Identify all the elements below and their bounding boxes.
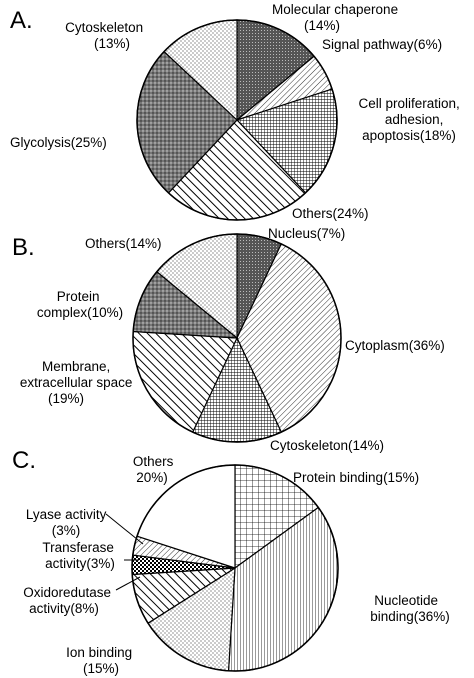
label-c-transferase-line2: activity(3%) (45, 556, 115, 571)
label-a-glycolysis: Glycolysis(25%) (10, 135, 107, 150)
pie-a-labels: Molecular chaperone (14%) Signal pathway… (10, 2, 463, 221)
label-b-protein-complex: Protein complex(10%) (37, 289, 123, 320)
label-a-others: Others(24%) (292, 206, 369, 221)
pie-b-labels: Nucleus(7%) Cytoplasm(36%) Cytoskeleton(… (20, 226, 445, 453)
label-c-lyase: Lyase activity (3%) (26, 507, 110, 538)
label-c-nucleotide-binding: Nucleotide binding(36%) (370, 593, 450, 624)
label-c-protein-binding: Protein binding(15%) (293, 470, 419, 485)
label-b-nucleus: Nucleus(7%) (268, 226, 345, 241)
label-c-oxido-line2: activity(8%) (29, 601, 99, 616)
label-a-molecular-chaperone: Molecular chaperone (14%) (272, 2, 402, 33)
panel-b-letter: B. (12, 234, 35, 261)
label-b-membrane-line2: extracellular space (20, 375, 133, 390)
label-c-oxidoredutase: Oxidoredutase activity(8%) (23, 585, 115, 616)
leader-line-lyase (105, 513, 144, 545)
label-b-membrane-line1: Membrane, (42, 359, 110, 374)
label-a-cytoskeleton-line2: (13%) (94, 36, 130, 51)
label-a-cell-line3: apoptosis(18%) (362, 128, 456, 143)
label-c-oxido-line1: Oxidoredutase (23, 585, 111, 600)
pie-c-labels: Others 20%) Protein binding(15%) Nucleot… (23, 454, 450, 676)
label-a-signal-pathway: Signal pathway(6%) (322, 37, 442, 52)
label-c-ion-line2: (15%) (83, 661, 119, 676)
label-b-protein-complex-line2: complex(10%) (37, 305, 123, 320)
pie-a-outline (136, 19, 338, 221)
label-b-membrane: Membrane, extracellular space (19%) (20, 359, 136, 406)
label-c-ion-line1: Ion binding (66, 645, 132, 660)
label-c-others-line1: Others (133, 454, 174, 469)
leader-line-oxido (115, 576, 141, 591)
label-a-cell-line1: Cell proliferation, (358, 96, 459, 111)
label-b-cytoskeleton: Cytoskeleton(14%) (270, 438, 384, 453)
label-b-protein-complex-line1: Protein (57, 289, 100, 304)
pie-c-outline (131, 464, 339, 672)
label-b-others: Others(14%) (85, 236, 162, 251)
label-b-membrane-line3: (19%) (48, 391, 84, 406)
label-a-molecular-chaperone-line1: Molecular chaperone (272, 2, 398, 17)
label-a-molecular-chaperone-line2: (14%) (304, 18, 340, 33)
label-c-nucleotide-line2: binding(36%) (370, 609, 450, 624)
label-c-ion-binding: Ion binding (15%) (66, 645, 136, 676)
label-a-cell-line2: adhesion, (385, 112, 444, 127)
label-c-nucleotide-line1: Nucleotide (374, 593, 438, 608)
panel-c-letter: C. (12, 447, 36, 474)
pie-chart-b (132, 233, 342, 443)
label-c-transferase: Transferase activity(3%) (42, 540, 117, 571)
label-a-cytoskeleton-line1: Cytoskeleton (65, 20, 143, 35)
label-c-others: Others 20%) (133, 454, 177, 485)
pie-chart-c (131, 464, 339, 672)
label-b-cytoplasm: Cytoplasm(36%) (345, 338, 445, 353)
label-c-others-line2: 20%) (136, 470, 168, 485)
pie-b-outline (132, 233, 342, 443)
panel-a-letter: A. (10, 7, 33, 34)
label-c-transferase-line1: Transferase (42, 540, 114, 555)
label-a-cell-proliferation: Cell proliferation, adhesion, apoptosis(… (358, 96, 463, 143)
pie-chart-a (136, 19, 338, 221)
label-c-lyase-line2: (3%) (52, 523, 81, 538)
label-c-lyase-line1: Lyase activity (26, 507, 107, 522)
label-a-cytoskeleton: Cytoskeleton (13%) (65, 20, 147, 51)
